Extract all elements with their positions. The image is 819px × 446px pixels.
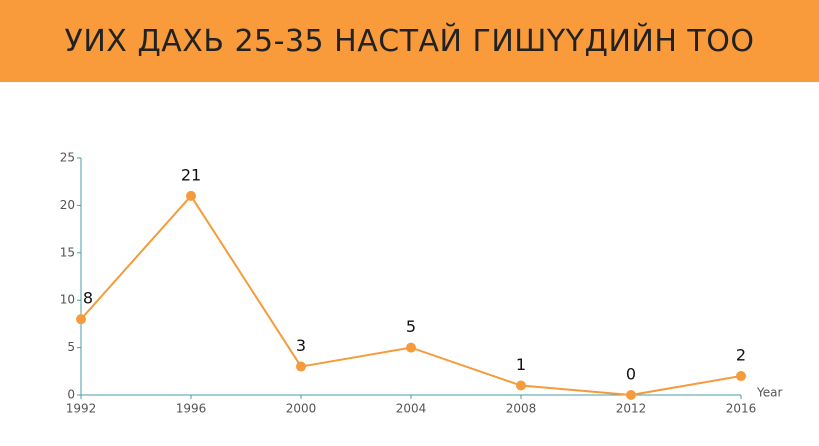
point [296, 361, 306, 372]
x-tick-label: 2008 [506, 402, 537, 416]
point [76, 314, 86, 325]
y-tick-label: 0 [67, 388, 75, 402]
line [80, 194, 742, 397]
chart-title: УИХ ДАХЬ 25-35 НАСТАЙ ГИШҮҮДИЙН ТОО [64, 23, 755, 59]
data-label: 21 [181, 165, 201, 184]
y-tick-label: 20 [60, 198, 75, 212]
x-tick-label: 2016 [726, 402, 757, 416]
data-label: 1 [516, 355, 526, 374]
point [406, 342, 416, 353]
x-tick-label: 2000 [286, 402, 317, 416]
data-label: 2 [736, 346, 746, 365]
x-tick-label: 2012 [616, 402, 647, 416]
data-label: 0 [626, 365, 636, 384]
y-tick-label: 15 [60, 245, 75, 259]
y-tick-label: 25 [60, 151, 75, 165]
point [516, 380, 526, 391]
y-tick-label: 5 [67, 340, 75, 354]
x-tick-label: 2004 [396, 402, 427, 416]
x-tick-label: 1996 [176, 402, 207, 416]
data-label: 8 [83, 289, 93, 308]
title-banner: УИХ ДАХЬ 25-35 НАСТАЙ ГИШҮҮДИЙН ТОО [0, 0, 819, 82]
data-label: 3 [296, 336, 306, 355]
point [736, 371, 746, 382]
y-tick-label: 10 [60, 293, 75, 307]
x-axis-label: Year [756, 386, 782, 400]
point [186, 190, 196, 201]
x-tick-label: 1992 [66, 402, 97, 416]
data-label: 5 [406, 317, 416, 336]
point [626, 390, 636, 400]
